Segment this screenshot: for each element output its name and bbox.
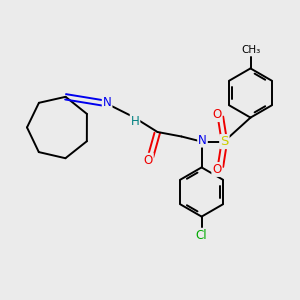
Text: N: N (103, 96, 112, 109)
Text: O: O (212, 163, 221, 176)
Text: Cl: Cl (196, 229, 207, 242)
Text: O: O (144, 154, 153, 167)
Text: O: O (212, 108, 221, 121)
Text: N: N (198, 134, 207, 147)
Text: H: H (130, 115, 140, 128)
Text: S: S (220, 135, 229, 148)
Text: CH₃: CH₃ (241, 45, 260, 55)
